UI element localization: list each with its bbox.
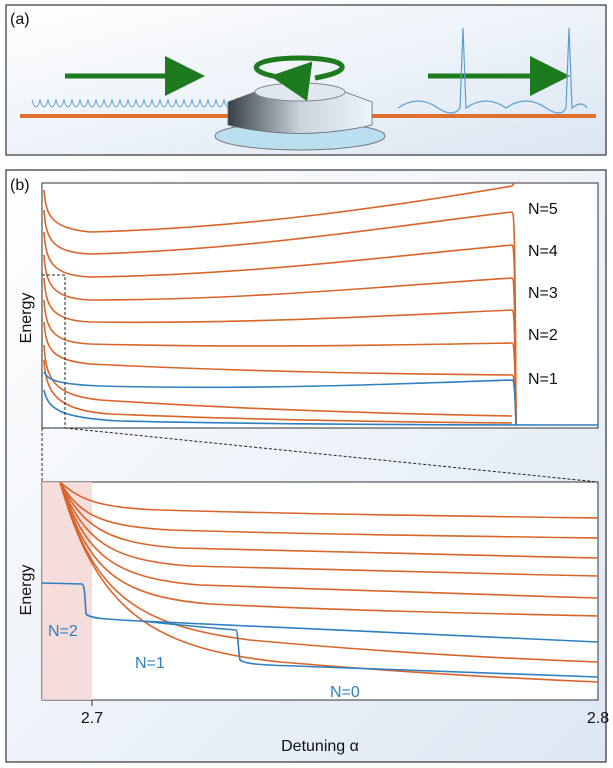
branch-label: N=3 bbox=[528, 285, 558, 302]
curve bbox=[43, 182, 515, 233]
y-axis-label: Energy bbox=[18, 293, 35, 344]
branch-label: N=4 bbox=[528, 243, 558, 260]
branch-label: N=2 bbox=[528, 327, 558, 344]
curve bbox=[43, 254, 517, 426]
panel-b: (b) Energy N=5 N=4 N=3 N=2 N=1 Energy bbox=[5, 169, 609, 763]
curve bbox=[59, 481, 599, 663]
curve bbox=[59, 481, 599, 559]
curves bbox=[41, 481, 599, 683]
curve bbox=[43, 371, 517, 426]
panel-a: (a) bbox=[5, 4, 607, 156]
resonator-top bbox=[254, 82, 346, 102]
branch-label: N=1 bbox=[528, 371, 558, 388]
rotation-arrow bbox=[253, 55, 345, 102]
x-tick-label: 2.8 bbox=[587, 710, 609, 727]
curve bbox=[59, 481, 599, 599]
branch-label: N=2 bbox=[48, 623, 78, 640]
curve bbox=[43, 321, 517, 426]
curve bbox=[59, 481, 599, 683]
curve bbox=[43, 209, 517, 426]
branch-label: N=0 bbox=[330, 684, 360, 701]
y-axis-label: Energy bbox=[18, 565, 35, 616]
plot-area bbox=[41, 481, 599, 701]
curve bbox=[59, 481, 599, 519]
curve bbox=[43, 359, 513, 424]
curve bbox=[59, 481, 599, 539]
x-axis-label: Detuning α bbox=[281, 738, 359, 755]
zoom-box bbox=[41, 274, 66, 429]
resonator bbox=[227, 91, 373, 134]
x-tick-label: 2.7 bbox=[81, 710, 103, 727]
curve bbox=[43, 231, 517, 426]
curves bbox=[43, 182, 599, 426]
curve bbox=[43, 389, 599, 426]
branch-label: N=1 bbox=[135, 655, 165, 672]
curve bbox=[43, 277, 517, 426]
input-wave bbox=[31, 98, 233, 108]
panel-label: (a) bbox=[10, 11, 30, 28]
zoom-line bbox=[64, 427, 599, 483]
curve bbox=[43, 299, 517, 426]
output-wave bbox=[397, 27, 588, 114]
curve bbox=[43, 344, 513, 417]
branch-label: N=5 bbox=[528, 201, 558, 218]
curve bbox=[139, 620, 599, 678]
panel-label: (b) bbox=[10, 177, 30, 194]
curve bbox=[59, 481, 599, 577]
curve bbox=[59, 481, 599, 617]
